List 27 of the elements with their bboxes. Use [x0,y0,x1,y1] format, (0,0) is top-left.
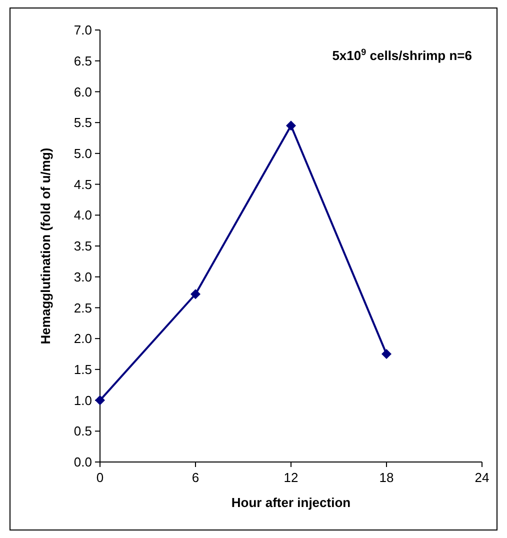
y-tick-label: 2.0 [74,331,92,346]
point [382,349,392,359]
x-axis-title: Hour after injection [231,495,351,510]
y-tick-label: 0.0 [74,454,92,470]
y-tick-label: 6.5 [74,53,92,68]
x-tick-label: 18 [379,470,394,485]
y-tick-label: 3.0 [74,269,92,284]
y-tick-label: 5.5 [74,115,92,130]
point [190,289,200,300]
x-tick-label: 24 [474,470,490,485]
y-tick-label: 2.5 [74,300,92,316]
y-tick-label: 1.0 [74,392,92,408]
y-tick-label: 7.0 [74,22,92,38]
y-tick-label: 6.0 [74,84,92,100]
y-tick-label: 4.0 [74,208,92,223]
y-tick-label: 0.5 [74,424,92,439]
y-tick-label: 3.5 [74,238,92,254]
x-tick-label: 0 [96,470,104,485]
x-tick-label: 12 [284,470,298,485]
point [286,120,296,131]
annotation: 5x10$^{9}$ cells/shrimp n=6 [332,47,472,63]
y-axis-title: Hemagglutination (fold of u/mg) [38,148,53,344]
y-tick-label: 4.5 [74,176,92,192]
point [95,395,105,406]
y-tick-label: 1.5 [74,362,92,377]
x-tick-label: 6 [192,470,200,485]
y-tick-label: 5.0 [74,146,92,161]
